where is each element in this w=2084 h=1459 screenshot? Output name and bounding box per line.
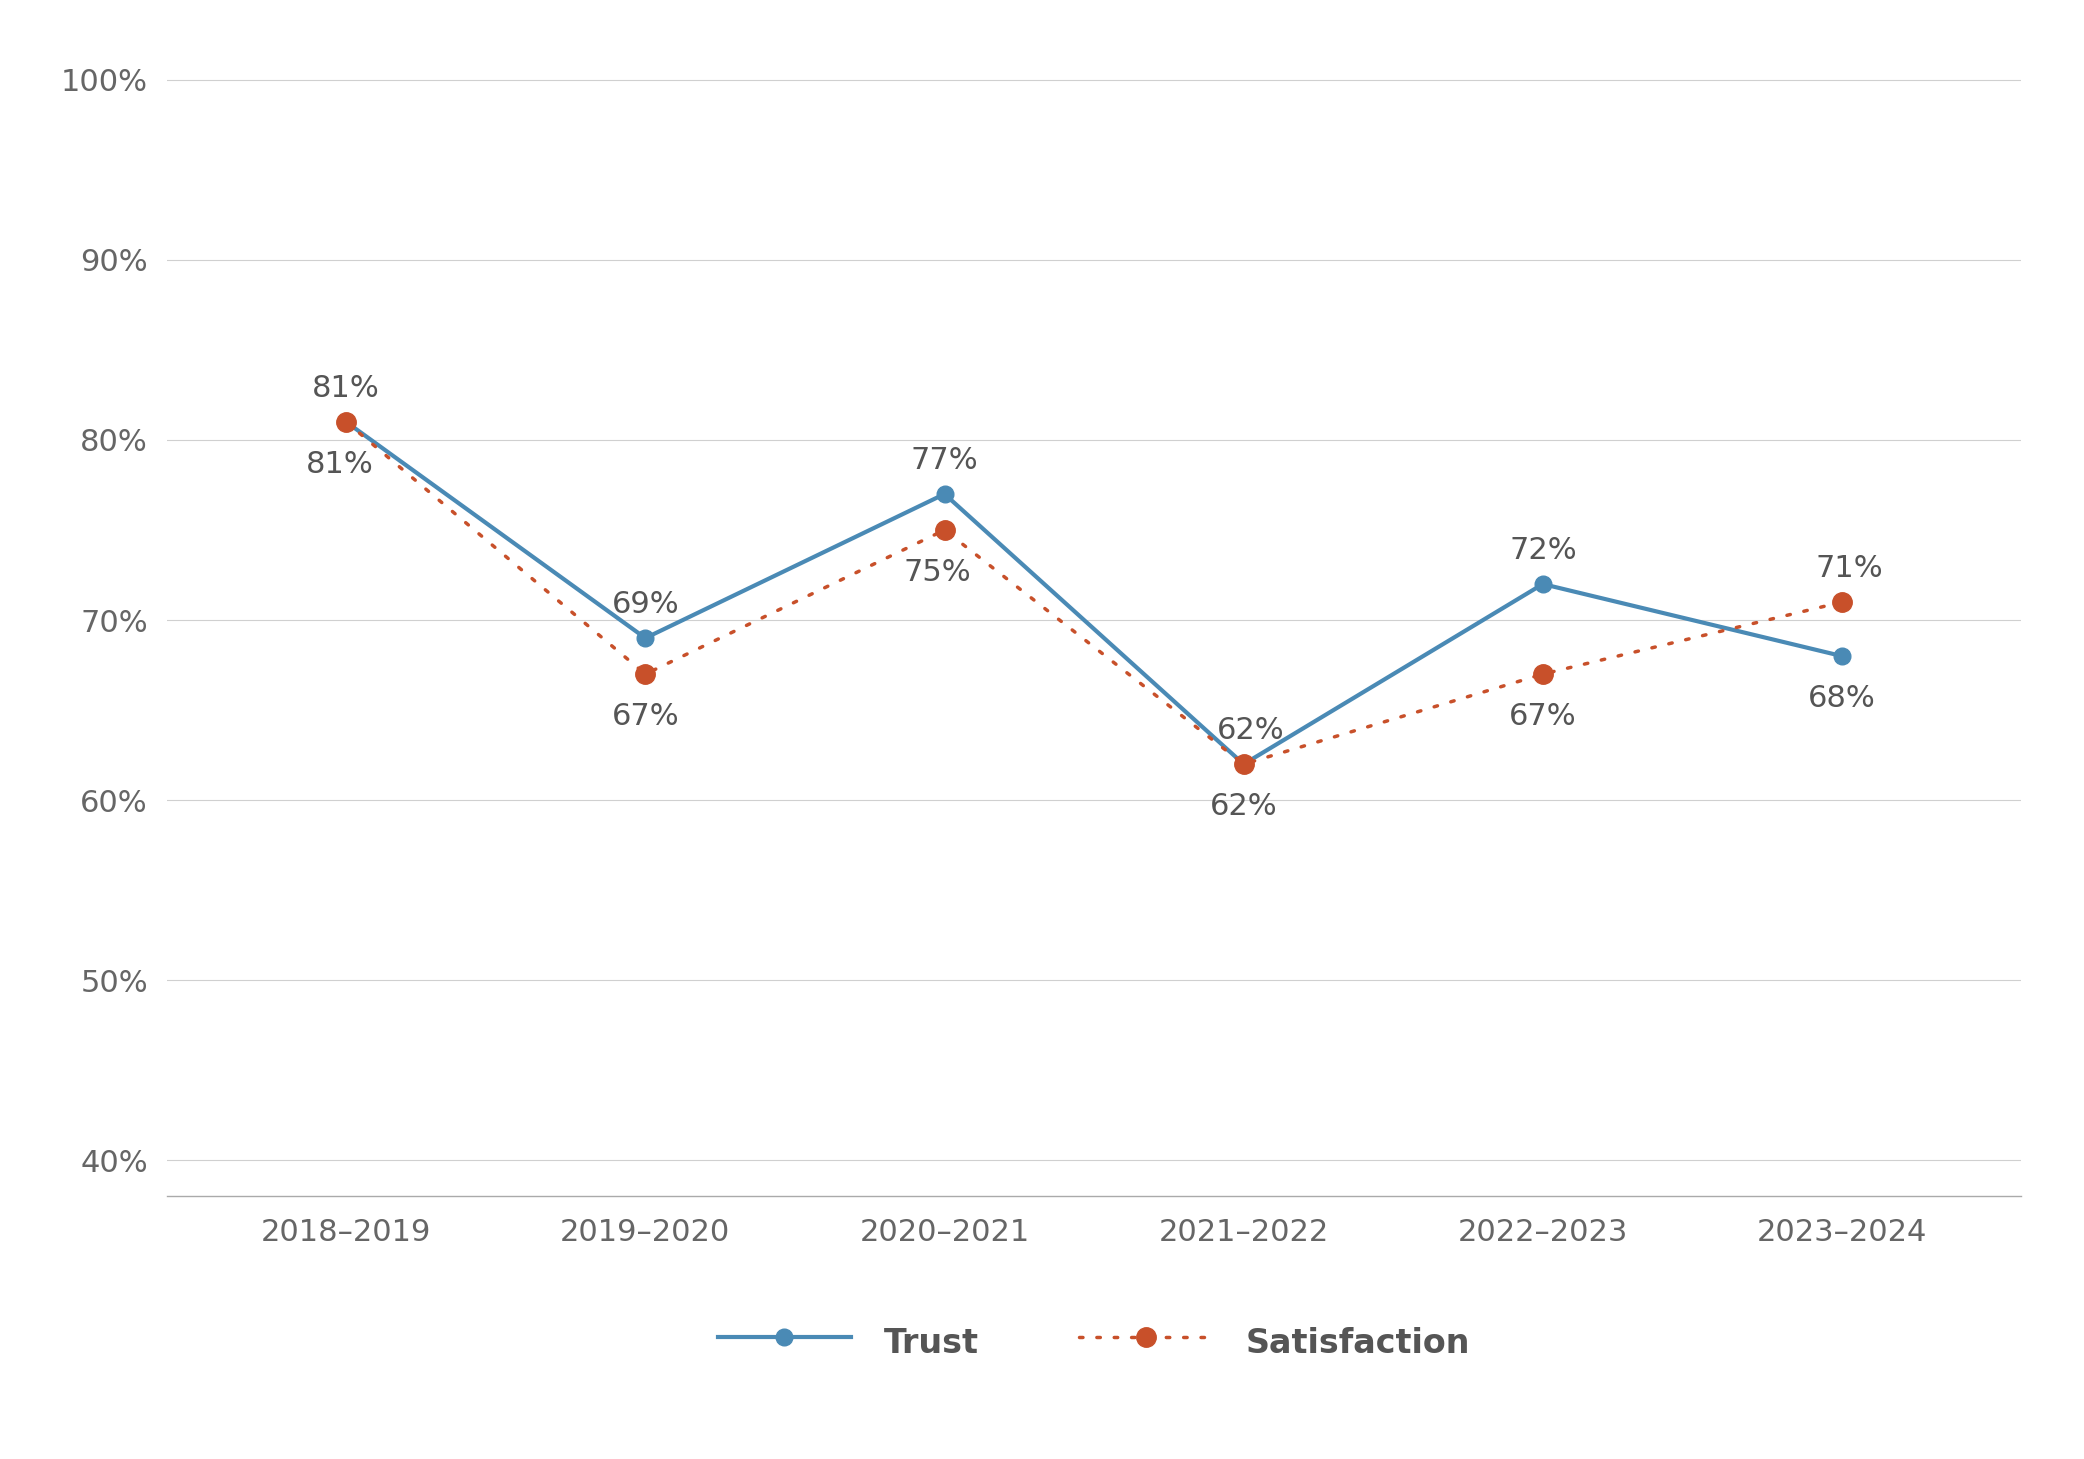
- Text: 62%: 62%: [1211, 792, 1277, 821]
- Text: 62%: 62%: [1217, 716, 1284, 744]
- Text: 81%: 81%: [313, 374, 379, 403]
- Text: 67%: 67%: [1509, 702, 1578, 731]
- Text: 81%: 81%: [306, 449, 373, 479]
- Text: 67%: 67%: [611, 702, 679, 731]
- Text: 72%: 72%: [1509, 535, 1578, 565]
- Text: 75%: 75%: [904, 557, 971, 587]
- Text: 77%: 77%: [911, 445, 977, 474]
- Text: 71%: 71%: [1815, 553, 1882, 582]
- Legend: Trust, Satisfaction: Trust, Satisfaction: [704, 1309, 1484, 1376]
- Text: 69%: 69%: [611, 589, 679, 619]
- Text: 68%: 68%: [1809, 684, 1876, 713]
